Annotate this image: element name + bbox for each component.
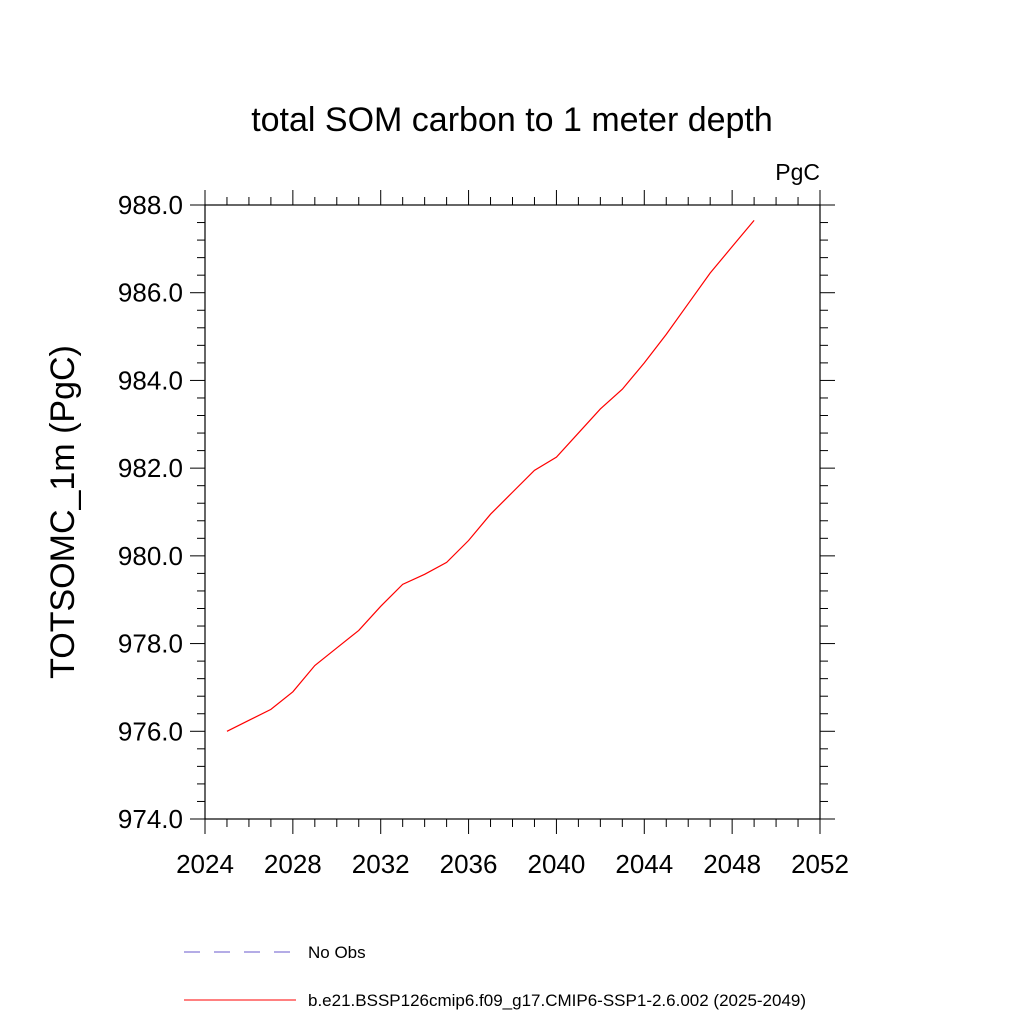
y-tick-label: 988.0 (118, 190, 183, 220)
y-axis-label: TOTSOMC_1m (PgC) (44, 345, 82, 679)
series-lines (226, 219, 755, 732)
legend-label: b.e21.BSSP126cmip6.f09_g17.CMIP6-SSP1-2.… (308, 991, 806, 1010)
y-tick-label: 984.0 (118, 365, 183, 395)
y-tick-label: 974.0 (118, 804, 183, 834)
x-tick-label: 2044 (615, 849, 673, 879)
x-tick-label: 2040 (528, 849, 586, 879)
x-tick-label: 2052 (791, 849, 849, 879)
y-tick-label: 976.0 (118, 716, 183, 746)
y-tick-label: 982.0 (118, 453, 183, 483)
axis-tick-labels: 2024 2028 2032 2036 2040 2044 2048 2052 974.0 976… (118, 190, 849, 879)
series-line (226, 219, 755, 732)
plot-frame (204, 204, 821, 820)
x-tick-label: 2048 (703, 849, 761, 879)
y-tick-label: 986.0 (118, 278, 183, 308)
axis-ticks (190, 190, 835, 834)
x-tick-label: 2036 (440, 849, 498, 879)
chart-units: PgC (775, 159, 820, 185)
y-tick-label: 978.0 (118, 629, 183, 659)
x-tick-label: 2024 (176, 849, 234, 879)
legend: No Obs b.e21.BSSP126cmip6.f09_g17.CMIP6-S… (184, 943, 806, 1010)
y-tick-label: 980.0 (118, 541, 183, 571)
chart-title: total SOM carbon to 1 meter depth (251, 101, 773, 139)
x-tick-label: 2028 (264, 849, 322, 879)
legend-label: No Obs (308, 943, 366, 962)
x-tick-label: 2032 (352, 849, 410, 879)
